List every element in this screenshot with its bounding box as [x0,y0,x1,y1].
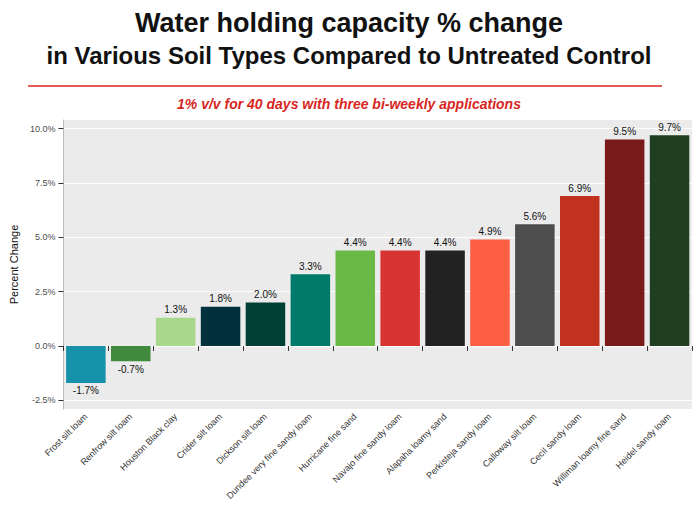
svg-text:4.9%: 4.9% [479,226,502,237]
svg-text:4.4%: 4.4% [389,237,412,248]
svg-text:2.0%: 2.0% [254,289,277,300]
svg-text:4.4%: 4.4% [434,237,457,248]
svg-text:Dickson silt loam: Dickson silt loam [214,411,269,467]
svg-text:1.3%: 1.3% [164,304,187,315]
svg-text:Cecil sandy loam: Cecil sandy loam [527,411,584,467]
svg-text:Alapaha loamy sand: Alapaha loamy sand [383,411,449,477]
svg-text:Percent Change: Percent Change [8,225,20,305]
svg-text:1% v/v for 40 days with three: 1% v/v for 40 days with three bi-weekly … [177,96,521,112]
svg-text:in Various Soil Types Compared: in Various Soil Types Compared to Untrea… [47,42,652,69]
svg-text:Dundee very fine sandy loam: Dundee very fine sandy loam [225,411,314,500]
svg-text:Crider silt loam: Crider silt loam [175,411,224,460]
svg-text:0.0%: 0.0% [35,341,56,351]
svg-text:Navajo fine sandy loam: Navajo fine sandy loam [330,411,404,485]
svg-text:-0.7%: -0.7% [118,364,144,375]
svg-text:Perkisteja sandy loam: Perkisteja sandy loam [424,411,493,480]
svg-text:6.9%: 6.9% [568,183,591,194]
svg-text:5.0%: 5.0% [35,232,56,242]
svg-text:-1.7%: -1.7% [73,385,99,396]
svg-text:3.3%: 3.3% [299,261,322,272]
svg-text:2.5%: 2.5% [35,287,56,297]
svg-text:10.0%: 10.0% [30,124,56,134]
svg-text:9.7%: 9.7% [658,122,681,133]
svg-text:5.6%: 5.6% [523,211,546,222]
svg-text:Heidel sandy loam: Heidel sandy loam [614,411,673,470]
svg-text:-2.5%: -2.5% [32,395,56,405]
svg-text:4.4%: 4.4% [344,237,367,248]
svg-text:Houston Black clay: Houston Black clay [118,411,179,472]
svg-text:9.5%: 9.5% [613,126,636,137]
svg-text:1.8%: 1.8% [209,293,232,304]
svg-text:Renfrow silt loam: Renfrow silt loam [78,411,135,468]
svg-text:Hurricane fine sand: Hurricane fine sand [296,411,359,474]
svg-text:Water holding capacity % chang: Water holding capacity % change [135,8,563,38]
svg-text:7.5%: 7.5% [35,178,56,188]
svg-text:Calloway silt loam: Calloway silt loam [480,411,539,470]
svg-text:Frost silt loam: Frost silt loam [43,411,90,458]
svg-text:Williman loamy fine sand: Williman loamy fine sand [551,411,628,488]
